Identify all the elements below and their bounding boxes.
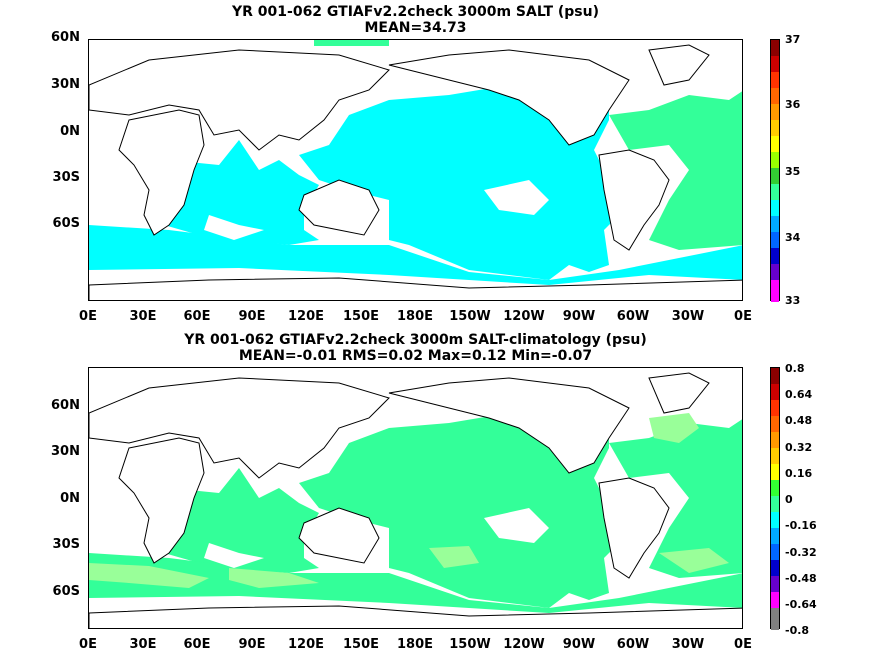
- lat-label: 0N: [60, 124, 80, 139]
- lat-label: 0N: [60, 491, 80, 506]
- north-america-outline: [388, 377, 630, 474]
- lon-label: 0E: [734, 637, 752, 652]
- lon-label: 60W: [616, 309, 650, 324]
- greenland-outline: [648, 372, 710, 414]
- colorbar-label: 35: [785, 165, 801, 178]
- colorbar-label: -0.8: [785, 624, 810, 637]
- bottom-map-subtitle: MEAN=-0.01 RMS=0.02 Max=0.12 Min=-0.07: [238, 348, 593, 364]
- bottom-map-title: YR 001-062 GTIAFv2.2check 3000m SALT-cli…: [184, 332, 647, 348]
- lat-label: 60S: [52, 216, 80, 231]
- pacific-ocean: [299, 80, 619, 280]
- top-map-subtitle: MEAN=34.73: [364, 20, 467, 36]
- lon-label: 60W: [616, 637, 650, 652]
- colorbar-label: 0.8: [785, 362, 805, 375]
- anomaly-patch: [229, 568, 319, 588]
- antarctica-outline: [89, 277, 742, 300]
- ridge-patch: [484, 180, 549, 215]
- lon-label: 0E: [79, 309, 97, 324]
- lon-label: 180E: [396, 309, 434, 324]
- pacific-ocean: [299, 408, 619, 608]
- lat-label: 30S: [52, 537, 80, 552]
- top-colorbar: [770, 39, 780, 302]
- colorbar-label: 0.64: [785, 388, 813, 401]
- colorbar-label: 34: [785, 231, 801, 244]
- ridge-patch: [204, 215, 264, 240]
- arctic-strip: [314, 40, 389, 46]
- lon-label: 30W: [671, 637, 705, 652]
- eurasia-outline: [89, 377, 390, 479]
- lon-label: 0E: [79, 637, 97, 652]
- lat-label: 60S: [52, 584, 80, 599]
- lat-label: 60N: [51, 30, 80, 45]
- bottom-colorbar: [770, 367, 780, 630]
- antarctica-outline: [89, 605, 742, 628]
- bottom-anomaly-map: [88, 367, 743, 629]
- lon-label: 120E: [287, 309, 325, 324]
- southern-ocean: [89, 553, 742, 613]
- lon-label: 90E: [238, 309, 266, 324]
- ridge-patch: [484, 508, 549, 543]
- africa-outline: [118, 437, 205, 564]
- lon-label: 180E: [396, 637, 434, 652]
- atlantic-ocean: [609, 91, 742, 250]
- atlantic-ocean: [609, 419, 742, 578]
- colorbar-label: 36: [785, 98, 801, 111]
- top-map-title: YR 001-062 GTIAFv2.2check 3000m SALT (ps…: [232, 4, 599, 20]
- lon-label: 60E: [183, 309, 211, 324]
- colorbar-label: 0.48: [785, 414, 813, 427]
- colorbar-label: 37: [785, 33, 801, 46]
- lon-label: 150E: [342, 309, 380, 324]
- lon-label: 30W: [671, 309, 705, 324]
- lon-label: 30E: [129, 637, 157, 652]
- indian-ocean: [159, 468, 319, 573]
- colorbar-label: -0.48: [785, 572, 817, 585]
- lat-label: 30N: [51, 77, 80, 92]
- indian-ocean: [159, 140, 319, 245]
- lon-label: 90W: [562, 637, 596, 652]
- south-america-outline: [598, 477, 670, 579]
- lon-label: 90W: [562, 309, 596, 324]
- colorbar-label: 0.16: [785, 467, 813, 480]
- lon-label: 30E: [129, 309, 157, 324]
- lon-label: 0E: [734, 309, 752, 324]
- lat-label: 60N: [51, 398, 80, 413]
- lat-label: 30N: [51, 444, 80, 459]
- australia-outline: [298, 507, 380, 564]
- north-america-outline: [388, 49, 630, 146]
- anomaly-patch: [659, 548, 729, 573]
- colorbar-label: -0.64: [785, 598, 817, 611]
- lon-label: 120E: [287, 637, 325, 652]
- australia-outline: [298, 179, 380, 236]
- lon-label: 90E: [238, 637, 266, 652]
- top-salinity-map: [88, 39, 743, 301]
- lon-label: 150W: [449, 309, 491, 324]
- anomaly-patch: [429, 546, 479, 568]
- colorbar-label: 0.32: [785, 441, 813, 454]
- lon-label: 60E: [183, 637, 211, 652]
- lon-label: 150E: [342, 637, 380, 652]
- colorbar-label: -0.32: [785, 546, 817, 559]
- anomaly-patch: [649, 413, 699, 443]
- eurasia-outline: [89, 49, 390, 151]
- colorbar-label: 0: [785, 493, 793, 506]
- lon-label: 120W: [503, 637, 545, 652]
- anomaly-patch: [89, 563, 209, 588]
- southern-ocean: [89, 225, 742, 285]
- greenland-outline: [648, 44, 710, 86]
- africa-outline: [118, 109, 205, 236]
- colorbar-label: -0.16: [785, 519, 817, 532]
- lat-label: 30S: [52, 170, 80, 185]
- ridge-patch: [204, 543, 264, 568]
- lon-label: 120W: [503, 309, 545, 324]
- colorbar-label: 33: [785, 294, 801, 307]
- south-america-outline: [598, 149, 670, 251]
- lon-label: 150W: [449, 637, 491, 652]
